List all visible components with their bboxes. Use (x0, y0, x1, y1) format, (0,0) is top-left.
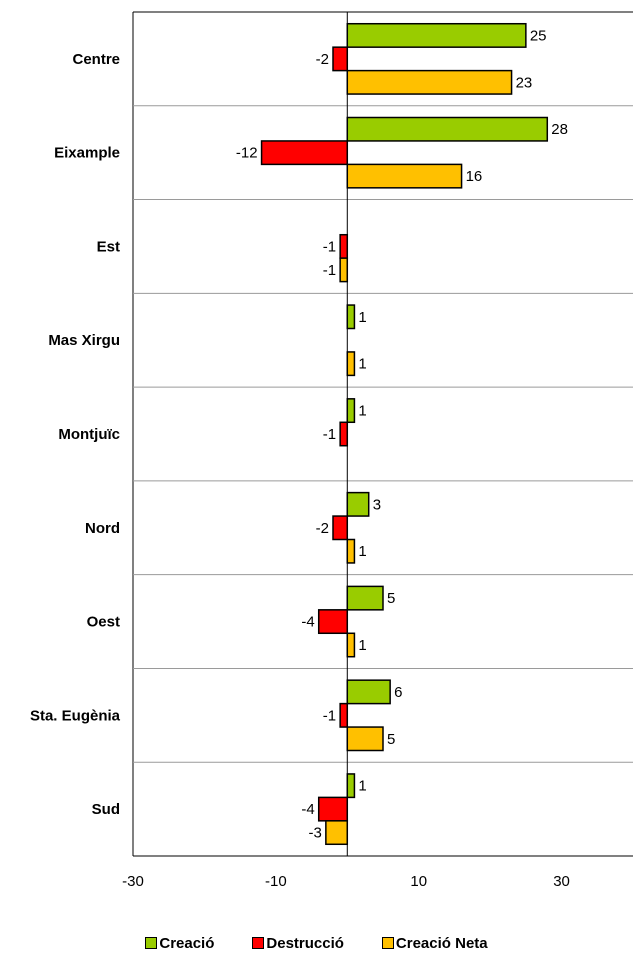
data-label-creacio-centre: 25 (530, 27, 547, 44)
bar-destruccio-oest (317, 609, 349, 635)
legend-swatch-creacio (145, 937, 158, 949)
category-label-montjuic: Montjuïc (58, 426, 120, 443)
legend-item-creacio: Creació (145, 932, 214, 954)
data-label-destruccio-centre: -2 (316, 51, 329, 68)
data-label-creacio-oest: 5 (387, 590, 395, 607)
data-label-creacio-eixample: 28 (551, 121, 568, 138)
x-tick-label: -10 (265, 873, 287, 890)
legend-label-creacio-neta: Creació Neta (395, 934, 488, 952)
legend: Creació Destrucció Creació Neta (0, 932, 633, 954)
bar-creacio-montjuic (346, 398, 356, 424)
category-label-mas-xirgu: Mas Xirgu (48, 332, 120, 349)
data-label-creacio-nord: 3 (373, 496, 381, 513)
bar-creacio-neta-centre (346, 69, 513, 95)
category-label-est: Est (97, 238, 120, 255)
bar-destruccio-sud (317, 796, 349, 822)
category-label-sta-eugenia: Sta. Eugènia (30, 707, 121, 724)
x-tick-label: 10 (410, 873, 427, 890)
legend-label-creacio: Creació (159, 934, 215, 952)
bar-destruccio-nord (332, 515, 349, 541)
data-label-destruccio-sud: -4 (301, 801, 314, 818)
data-label-destruccio-montjuic: -1 (323, 426, 336, 443)
bar-creacio-neta-mas-xirgu (346, 351, 356, 377)
bar-destruccio-montjuic (339, 421, 349, 447)
data-label-creacio-sta-eugenia: 6 (394, 684, 402, 701)
x-tick-label: 30 (553, 873, 570, 890)
category-label-oest: Oest (87, 614, 120, 631)
bar-creacio-neta-oest (346, 632, 356, 658)
bar-destruccio-est (339, 233, 349, 259)
bar-creacio-oest (346, 585, 384, 611)
data-label-destruccio-sta-eugenia: -1 (323, 707, 336, 724)
category-label-eixample: Eixample (54, 145, 120, 162)
data-label-creacio-mas-xirgu: 1 (358, 309, 366, 326)
x-tick-label: -30 (122, 873, 144, 890)
bar-creacio-sud (346, 773, 356, 799)
bar-destruccio-centre (332, 46, 349, 72)
data-label-creacio-neta-centre: 23 (516, 74, 533, 91)
data-label-destruccio-oest: -4 (301, 614, 314, 631)
legend-item-destruccio: Destrucció (252, 932, 344, 954)
data-label-creacio-neta-est: -1 (323, 262, 336, 279)
bar-creacio-sta-eugenia (346, 679, 391, 705)
data-label-creacio-neta-mas-xirgu: 1 (358, 356, 366, 373)
legend-swatch-destruccio (252, 937, 265, 949)
bar-creacio-nord (346, 491, 370, 517)
legend-label-destruccio: Destrucció (266, 934, 344, 952)
data-label-creacio-sud: 1 (358, 778, 366, 795)
bar-destruccio-eixample (260, 140, 349, 166)
legend-swatch-creacio-neta (381, 937, 394, 949)
bar-creacio-centre (346, 22, 527, 48)
data-label-destruccio-est: -1 (323, 238, 336, 255)
category-label-sud: Sud (92, 801, 120, 818)
bar-creacio-neta-eixample (346, 163, 463, 189)
bar-creacio-neta-sta-eugenia (346, 726, 384, 752)
data-label-creacio-montjuic: 1 (358, 403, 366, 420)
data-label-creacio-neta-oest: 1 (358, 637, 366, 654)
bar-creacio-eixample (346, 116, 549, 142)
data-label-destruccio-nord: -2 (316, 520, 329, 537)
category-label-centre: Centre (72, 51, 120, 68)
bar-creacio-neta-est (339, 257, 349, 283)
data-label-creacio-neta-eixample: 16 (466, 168, 483, 185)
bar-creacio-mas-xirgu (346, 304, 356, 330)
bar-creacio-neta-nord (346, 538, 356, 564)
data-label-creacio-neta-sta-eugenia: 5 (387, 731, 395, 748)
legend-item-creacio-neta: Creació Neta (381, 932, 488, 954)
data-label-destruccio-eixample: -12 (236, 145, 258, 162)
bar-destruccio-sta-eugenia (339, 702, 349, 728)
data-label-creacio-neta-nord: 1 (358, 543, 366, 560)
category-label-nord: Nord (85, 520, 120, 537)
bar-creacio-neta-sud (325, 820, 349, 846)
data-label-creacio-neta-sud: -3 (309, 825, 322, 842)
